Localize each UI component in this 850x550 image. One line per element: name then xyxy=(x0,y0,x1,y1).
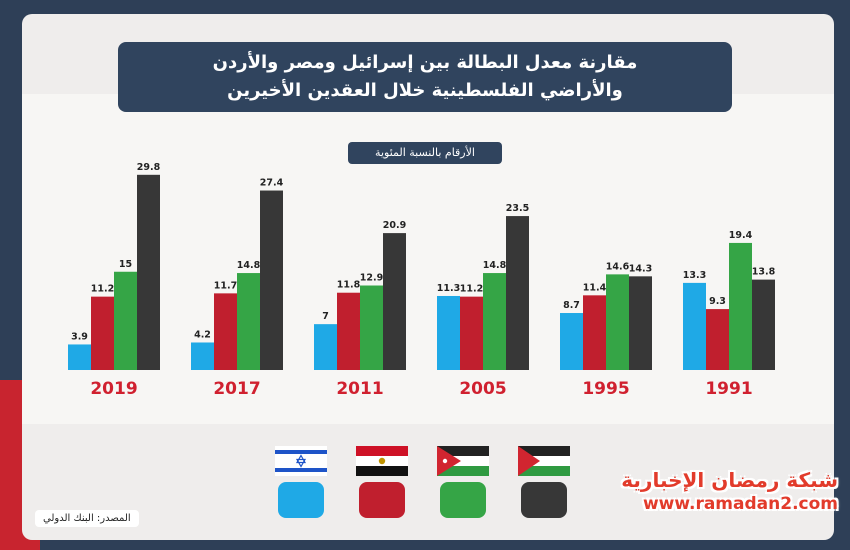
bar-egypt-2019 xyxy=(91,296,114,370)
bar-israel-2011 xyxy=(314,324,337,370)
watermark-url: www.ramadan2.com xyxy=(642,494,838,514)
data-label-israel-2019: 3.9 xyxy=(71,331,88,342)
infographic-card: مقارنة معدل البطالة بين إسرائيل ومصر وال… xyxy=(22,14,834,540)
data-label-palestine-2017: 27.4 xyxy=(260,178,284,189)
data-label-egypt-1995: 11.4 xyxy=(583,282,607,293)
bar-palestine-1991 xyxy=(752,279,775,370)
data-label-jordan-2019: 15 xyxy=(119,259,132,270)
bar-jordan-2019 xyxy=(114,271,137,370)
bar-palestine-2019 xyxy=(137,174,160,370)
data-label-palestine-1991: 13.8 xyxy=(752,267,776,278)
data-label-egypt-2005: 11.2 xyxy=(460,284,483,295)
data-label-israel-1995: 8.7 xyxy=(563,300,580,311)
bar-jordan-2005 xyxy=(483,273,506,370)
data-label-israel-2005: 11.3 xyxy=(437,283,460,294)
data-label-jordan-2017: 14.8 xyxy=(237,260,261,271)
source-note: المصدر: البنك الدولي xyxy=(35,510,139,527)
bar-jordan-1995 xyxy=(606,274,629,370)
bar-egypt-2011 xyxy=(337,292,360,370)
bar-chart: 3.911.21529.820194.211.714.827.42017711.… xyxy=(68,162,776,399)
jordan-flag-icon xyxy=(437,446,489,476)
bar-palestine-2005 xyxy=(506,216,529,370)
bar-jordan-2011 xyxy=(360,285,383,370)
israel-flag-icon xyxy=(275,446,327,476)
category-label-2011: 2011 xyxy=(336,379,383,399)
data-label-palestine-1995: 14.3 xyxy=(629,263,652,274)
data-label-palestine-2011: 20.9 xyxy=(383,220,406,231)
category-label-2005: 2005 xyxy=(459,379,506,399)
category-label-2017: 2017 xyxy=(213,379,260,399)
data-label-jordan-2011: 12.9 xyxy=(360,273,383,284)
chart-title-line-1: مقارنة معدل البطالة بين إسرائيل ومصر وال… xyxy=(212,52,638,73)
data-label-egypt-2017: 11.7 xyxy=(214,280,237,291)
bar-israel-2017 xyxy=(191,342,214,370)
data-label-jordan-1995: 14.6 xyxy=(606,261,630,272)
data-label-jordan-2005: 14.8 xyxy=(483,260,507,271)
data-label-egypt-2011: 11.8 xyxy=(337,280,361,291)
bar-israel-1995 xyxy=(560,313,583,370)
chart-title: مقارنة معدل البطالة بين إسرائيل ومصر وال… xyxy=(118,42,732,112)
watermark-name: شبكة رمضان الإخبارية xyxy=(621,468,838,492)
bar-jordan-1991 xyxy=(729,242,752,370)
data-label-palestine-2005: 23.5 xyxy=(506,203,529,214)
bar-israel-2019 xyxy=(68,344,91,370)
egypt-flag-icon xyxy=(356,446,408,476)
category-label-1991: 1991 xyxy=(705,379,752,399)
palestine-flag-icon xyxy=(518,446,570,476)
bar-egypt-2005 xyxy=(460,296,483,370)
bar-jordan-2017 xyxy=(237,273,260,370)
bar-palestine-1995 xyxy=(629,276,652,370)
data-label-israel-2011: 7 xyxy=(322,311,329,322)
data-label-israel-2017: 4.2 xyxy=(194,329,211,340)
data-label-palestine-2019: 29.8 xyxy=(137,162,161,173)
bar-egypt-1995 xyxy=(583,295,606,370)
legend-swatch-jordan xyxy=(440,482,486,518)
bar-palestine-2011 xyxy=(383,233,406,370)
bar-israel-2005 xyxy=(437,295,460,370)
bar-palestine-2017 xyxy=(260,190,283,370)
chart-subtitle: الأرقام بالنسبة المئوية xyxy=(348,142,502,164)
category-label-2019: 2019 xyxy=(90,379,137,399)
bar-egypt-2017 xyxy=(214,293,237,370)
legend-swatch-egypt xyxy=(359,482,405,518)
data-label-israel-1991: 13.3 xyxy=(683,270,706,281)
data-label-jordan-1991: 19.4 xyxy=(729,230,753,241)
chart-title-line-2: والأراضي الفلسطينية خلال العقدين الأخيري… xyxy=(227,80,623,101)
category-label-1995: 1995 xyxy=(582,379,629,399)
bar-israel-1991 xyxy=(683,282,706,370)
data-label-egypt-1991: 9.3 xyxy=(709,296,726,307)
data-label-egypt-2019: 11.2 xyxy=(91,284,114,295)
legend-swatch-israel xyxy=(278,482,324,518)
bar-egypt-1991 xyxy=(706,309,729,370)
legend-swatch-palestine xyxy=(521,482,567,518)
